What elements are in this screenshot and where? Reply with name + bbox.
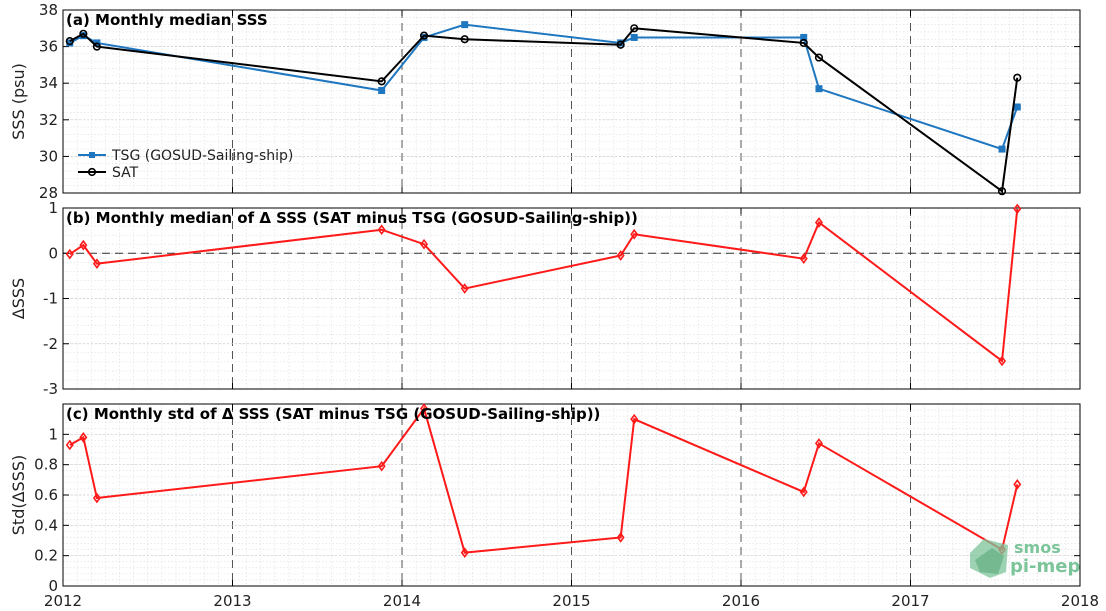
x-tick-label: 2014 xyxy=(383,592,421,610)
data-point xyxy=(65,439,74,451)
panel-1: 28 30 32 34 36 38 SSS (psu) (a) Monthly median … xyxy=(9,1,1081,202)
x-tick-label: 2018 xyxy=(1061,592,1099,610)
y-axis-label: SSS (psu) xyxy=(9,63,28,140)
data-point xyxy=(92,258,101,269)
data-point xyxy=(92,42,101,51)
data-point xyxy=(460,35,469,44)
y-tick-label: 1 xyxy=(48,425,58,443)
data-point xyxy=(460,283,469,294)
data-point xyxy=(460,547,469,558)
legend: TSG (GOSUD-Sailing-ship)SAT xyxy=(78,148,293,181)
data-point xyxy=(79,239,88,251)
data-point xyxy=(65,248,74,260)
panel-title: (a) Monthly median SSS xyxy=(66,11,268,29)
data-point xyxy=(799,486,808,498)
legend-marker xyxy=(87,167,97,177)
data-point xyxy=(1013,479,1022,490)
y-tick-label: 0.4 xyxy=(34,516,58,534)
series-line-1 xyxy=(69,406,1019,554)
data-point xyxy=(377,460,386,472)
y-tick-label: 1 xyxy=(48,199,58,217)
data-point xyxy=(420,403,429,414)
x-tick-label: 2012 xyxy=(44,592,82,610)
data-point xyxy=(630,24,639,33)
y-tick-label: 32 xyxy=(39,111,58,129)
data-point xyxy=(378,87,386,95)
panel-3: 0 0.2 0.4 0.6 0.8 1 2012 2013 2014 2015 2016 2017 20… xyxy=(9,403,1099,610)
data-point xyxy=(377,224,386,236)
data-point xyxy=(461,21,469,29)
data-point xyxy=(630,413,639,425)
data-point xyxy=(814,53,824,62)
y-tick-label: 0 xyxy=(48,244,58,262)
data-point xyxy=(1013,73,1022,82)
y-tick-label: -3 xyxy=(43,380,58,398)
legend-label: TSG (GOSUD-Sailing-ship) xyxy=(111,148,293,164)
data-point xyxy=(65,37,74,46)
data-point xyxy=(815,85,823,93)
panel-title: (c) Monthly std of Δ SSS (SAT minus TSG … xyxy=(66,405,600,423)
data-point xyxy=(814,217,823,228)
data-point xyxy=(79,432,88,443)
y-tick-label: 0.2 xyxy=(34,547,58,565)
data-point xyxy=(800,33,808,41)
data-point xyxy=(1013,103,1021,111)
panel-2: -3 -2 -1 0 1 ΔSSS (b) Monthly median of Δ SSS … xyxy=(9,199,1081,398)
plot-frame xyxy=(62,403,1081,587)
panel-title: (b) Monthly median of Δ SSS (SAT minus T… xyxy=(66,209,638,227)
x-tick-label: 2016 xyxy=(722,592,760,610)
legend-marker xyxy=(89,152,95,158)
data-point xyxy=(998,145,1006,153)
y-tick-label: 0.8 xyxy=(34,456,58,474)
data-point xyxy=(420,238,429,250)
data-point xyxy=(799,38,808,48)
y-tick-label: 36 xyxy=(39,38,58,56)
data-point xyxy=(79,29,88,38)
y-tick-label: 30 xyxy=(39,147,58,165)
y-tick-label: 38 xyxy=(39,1,58,19)
y-axis-label: ΔSSS xyxy=(9,278,28,319)
data-point xyxy=(616,250,625,261)
y-tick-label: -2 xyxy=(43,335,58,353)
data-point xyxy=(799,253,808,265)
y-axis-label: Std(ΔSSS) xyxy=(9,455,28,535)
data-point xyxy=(997,187,1007,196)
logo-mark xyxy=(975,548,1004,574)
data-point xyxy=(616,532,625,543)
plot-frame xyxy=(62,9,1081,194)
data-point xyxy=(630,33,638,41)
logo-text: smos xyxy=(1014,538,1061,557)
x-tick-label: 2015 xyxy=(552,592,590,610)
y-tick-label: -1 xyxy=(43,290,58,308)
data-point xyxy=(616,40,625,49)
series-line-1 xyxy=(69,208,1019,363)
data-point xyxy=(92,492,101,504)
data-point xyxy=(814,438,823,449)
data-point xyxy=(377,77,386,86)
x-tick-label: 2017 xyxy=(891,592,929,610)
y-tick-label: 0 xyxy=(48,577,58,595)
data-point xyxy=(630,228,639,240)
plot-frame xyxy=(62,207,1081,390)
x-tick-label: 2013 xyxy=(213,592,251,610)
data-point xyxy=(419,31,429,40)
data-point xyxy=(1013,203,1022,215)
logo-text: pi-mep xyxy=(1010,556,1080,577)
data-point xyxy=(998,355,1007,367)
y-tick-label: 0.6 xyxy=(34,486,58,504)
legend-label: SAT xyxy=(112,165,139,181)
y-tick-label: 34 xyxy=(39,74,58,92)
y-tick-label: 28 xyxy=(39,184,58,202)
